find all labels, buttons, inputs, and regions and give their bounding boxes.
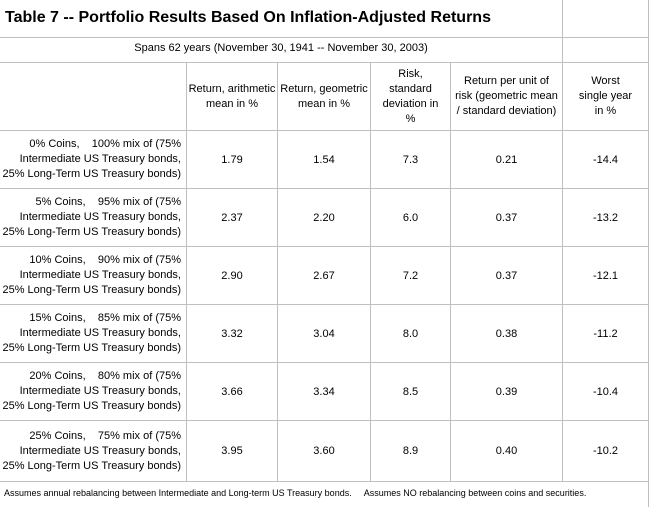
gridline: [0, 246, 649, 247]
gridline: [370, 63, 371, 482]
row-label: 25% Coins, 75% mix of (75% Intermediate U…: [2, 429, 181, 472]
cell-worst-year: -10.4: [592, 385, 619, 398]
gridline: [0, 362, 649, 363]
gridline: [277, 63, 278, 482]
cell-standard-deviation: 7.2: [402, 269, 419, 282]
cell-return-per-risk: 0.37: [495, 269, 518, 282]
cell-worst-year: -13.2: [592, 211, 619, 224]
cell-geometric-mean: 3.60: [313, 445, 335, 457]
row-label: 0% Coins, 100% mix of (75% Intermediate U…: [2, 138, 181, 180]
cell-geometric-mean: 3.04: [313, 327, 335, 340]
cell-standard-deviation: 6.0: [402, 211, 419, 224]
gridline: [562, 0, 563, 482]
gridline: [186, 63, 187, 482]
cell-geometric-mean: 1.54: [313, 153, 335, 166]
cell-worst-year: -14.4: [592, 153, 619, 166]
cell-return-per-risk: 0.38: [495, 327, 518, 340]
header-standard-deviation: Risk, standard deviation in %: [382, 67, 439, 125]
cell-arithmetic-mean: 2.90: [221, 269, 243, 282]
gridline: [0, 130, 649, 131]
cell-standard-deviation: 8.0: [402, 327, 419, 340]
header-geometric-mean: Return, geometric mean in %: [280, 82, 368, 110]
gridline: [450, 63, 451, 482]
gridline: [0, 420, 649, 421]
cell-standard-deviation: 8.9: [402, 445, 419, 457]
header-arithmetic-mean: Return, arithmetic mean in %: [188, 82, 276, 110]
row-label: 15% Coins, 85% mix of (75% Intermediate U…: [2, 312, 181, 354]
table-title: Table 7 -- Portfolio Results Based On In…: [5, 9, 491, 26]
cell-worst-year: -12.1: [592, 269, 619, 282]
gridline: [0, 481, 649, 482]
cell-geometric-mean: 2.67: [313, 269, 335, 282]
row-label: 5% Coins, 95% mix of (75% Intermediate US…: [2, 196, 181, 238]
gridline: [0, 304, 649, 305]
row-label: 10% Coins, 90% mix of (75% Intermediate U…: [2, 254, 181, 296]
cell-geometric-mean: 3.34: [313, 385, 335, 398]
cell-standard-deviation: 7.3: [402, 153, 419, 166]
cell-return-per-risk: 0.40: [495, 445, 518, 457]
row-label: 20% Coins, 80% mix of (75% Intermediate U…: [2, 370, 181, 412]
cell-arithmetic-mean: 1.79: [221, 153, 243, 166]
gridline: [0, 62, 649, 63]
header-worst-year: Worst single year in %: [578, 75, 633, 117]
cell-worst-year: -10.2: [592, 445, 619, 457]
cell-return-per-risk: 0.37: [495, 211, 518, 224]
header-return-per-risk: Return per unit of risk (geometric mean …: [455, 75, 558, 117]
gridline: [0, 188, 649, 189]
gridline: [0, 37, 649, 38]
cell-worst-year: -11.2: [593, 327, 618, 340]
cell-standard-deviation: 8.5: [402, 385, 419, 398]
cell-arithmetic-mean: 2.37: [221, 211, 243, 224]
table-subtitle: Spans 62 years (November 30, 1941 -- Nov…: [134, 42, 428, 54]
footnote: Assumes annual rebalancing between Inter…: [4, 488, 586, 498]
footnote-rebalancing-coins: Assumes NO rebalancing between coins and…: [363, 488, 587, 498]
cell-arithmetic-mean: 3.32: [221, 327, 243, 340]
cell-arithmetic-mean: 3.95: [221, 445, 243, 457]
cell-return-per-risk: 0.21: [495, 153, 518, 166]
footnote-rebalancing-bonds: Assumes annual rebalancing between Inter…: [4, 488, 352, 498]
cell-return-per-risk: 0.39: [495, 385, 518, 398]
cell-arithmetic-mean: 3.66: [221, 385, 243, 398]
cell-geometric-mean: 2.20: [313, 211, 335, 224]
